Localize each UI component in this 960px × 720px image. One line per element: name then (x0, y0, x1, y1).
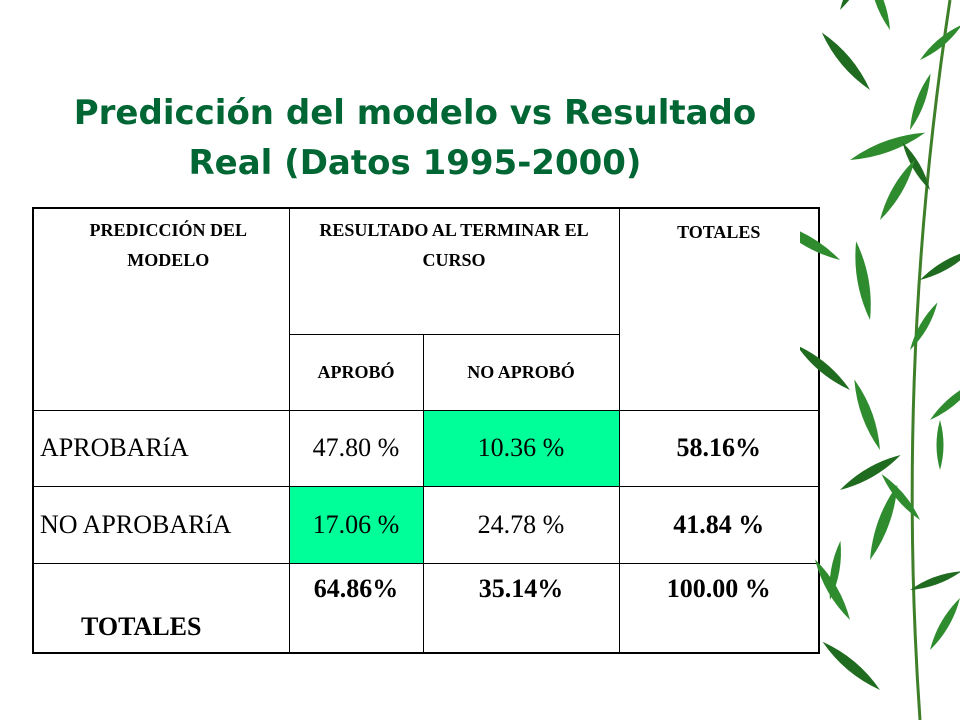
bamboo-leaf (920, 250, 960, 280)
cell-approved-highlight: 17.06 % (288, 485, 424, 564)
bamboo-leaf (854, 379, 880, 450)
bamboo-leaf (930, 598, 960, 650)
bamboo-leaves-group (800, 0, 960, 720)
cell-row-total: 41.84 % (618, 485, 820, 564)
cell-not-approved: 24.78 % (422, 485, 620, 564)
bamboo-leaf (829, 540, 841, 600)
bamboo-leaf (880, 159, 915, 220)
bamboo-leaf (821, 32, 870, 90)
header-approved: APROBÓ (288, 333, 424, 411)
bamboo-leaf (936, 420, 944, 470)
bamboo-leaf (920, 24, 960, 60)
bamboo-leaf (855, 241, 871, 320)
bamboo-leaf (800, 345, 850, 390)
bamboo-leaf (850, 132, 926, 160)
bamboo-leaf (869, 0, 890, 30)
slide-title: Predicción del modelo vs Resultado Real … (20, 88, 810, 188)
cell-row-total: 58.16% (618, 409, 820, 487)
table-row: NO APROBARíA 17.06 % 24.78 % 41.84 % (32, 485, 820, 564)
totals-grand: 100.00 % (618, 562, 820, 654)
header-not-approved: NO APROBÓ (422, 333, 620, 411)
bamboo-leaf (910, 571, 960, 590)
bamboo-leaf (800, 222, 840, 260)
bamboo-leaf (910, 73, 931, 130)
bamboo-leaf (910, 302, 938, 350)
header-result: RESULTADO AL TERMINAR EL CURSO (288, 207, 620, 335)
bamboo-leaf (840, 455, 901, 490)
row-label: APROBARíA (32, 409, 290, 487)
bamboo-leaf (840, 0, 875, 10)
bamboo-leaves-icon (800, 0, 960, 720)
slide-title-line-2: Real (Datos 1995-2000) (188, 143, 642, 183)
bamboo-leaf (902, 142, 930, 190)
totals-not-approved: 35.14% (422, 562, 620, 654)
header-totals: TOTALES (618, 207, 820, 411)
header-prediction: PREDICCIÓN DEL MODELO (32, 207, 290, 411)
bamboo-leaf (930, 381, 960, 420)
slide-title-line-1: Predicción del modelo vs Resultado (73, 93, 757, 133)
bamboo-leaf (822, 641, 880, 690)
table-row: APROBARíA 47.80 % 10.36 % 58.16% (32, 409, 820, 487)
bamboo-stem (910, 0, 952, 720)
bamboo-leaf (870, 484, 898, 560)
cell-not-approved-highlight: 10.36 % (422, 409, 620, 487)
confusion-table: PREDICCIÓN DEL MODELO RESULTADO AL TERMI… (32, 207, 820, 654)
totals-label: TOTALES (32, 562, 290, 654)
row-label: NO APROBARíA (32, 485, 290, 564)
cell-approved: 47.80 % (288, 409, 424, 487)
totals-row: TOTALES 64.86% 35.14% 100.00 % (32, 562, 820, 654)
bamboo-leaf (881, 474, 920, 520)
totals-approved: 64.86% (288, 562, 424, 654)
